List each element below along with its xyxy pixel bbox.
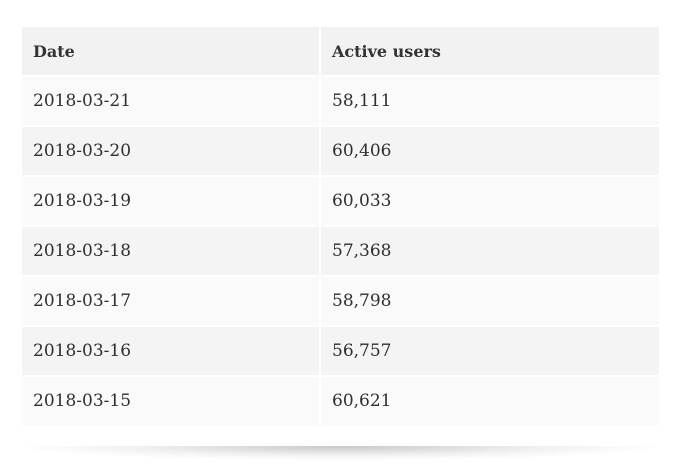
active-users-cell: 58,111 (319, 76, 659, 126)
table-row: 2018-03-19 60,033 (22, 176, 659, 226)
active-users-cell: 60,033 (319, 176, 659, 226)
date-cell: 2018-03-20 (22, 126, 320, 176)
active-users-table: Date Active users 2018-03-21 58,111 2018… (22, 27, 659, 427)
table-row: 2018-03-17 58,798 (22, 276, 659, 326)
column-header-active-users: Active users (319, 27, 659, 76)
date-cell: 2018-03-15 (22, 376, 320, 426)
date-cell: 2018-03-21 (22, 76, 320, 126)
table-header-row: Date Active users (22, 27, 659, 76)
card-shadow (22, 446, 659, 460)
active-users-cell: 60,406 (319, 126, 659, 176)
table-row: 2018-03-20 60,406 (22, 126, 659, 176)
active-users-cell: 56,757 (319, 326, 659, 376)
table-row: 2018-03-21 58,111 (22, 76, 659, 126)
active-users-table-container: Date Active users 2018-03-21 58,111 2018… (22, 27, 659, 427)
date-cell: 2018-03-16 (22, 326, 320, 376)
table-row: 2018-03-16 56,757 (22, 326, 659, 376)
date-cell: 2018-03-19 (22, 176, 320, 226)
table-row: 2018-03-15 60,621 (22, 376, 659, 426)
active-users-cell: 58,798 (319, 276, 659, 326)
active-users-cell: 57,368 (319, 226, 659, 276)
date-cell: 2018-03-18 (22, 226, 320, 276)
active-users-cell: 60,621 (319, 376, 659, 426)
column-header-date: Date (22, 27, 320, 76)
date-cell: 2018-03-17 (22, 276, 320, 326)
table-row: 2018-03-18 57,368 (22, 226, 659, 276)
